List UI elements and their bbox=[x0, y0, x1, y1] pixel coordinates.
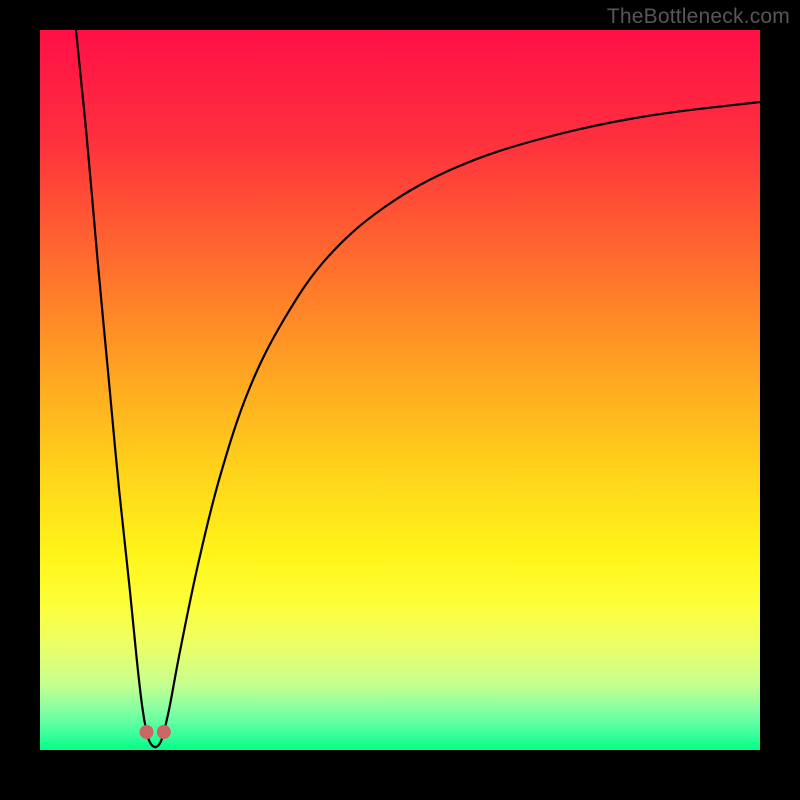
curve-min-marker bbox=[157, 725, 171, 739]
bottleneck-chart bbox=[0, 0, 800, 800]
bottleneck-figure: TheBottleneck.com bbox=[0, 0, 800, 800]
plot-background bbox=[40, 30, 760, 750]
watermark-text: TheBottleneck.com bbox=[607, 5, 790, 29]
curve-min-marker bbox=[140, 725, 154, 739]
